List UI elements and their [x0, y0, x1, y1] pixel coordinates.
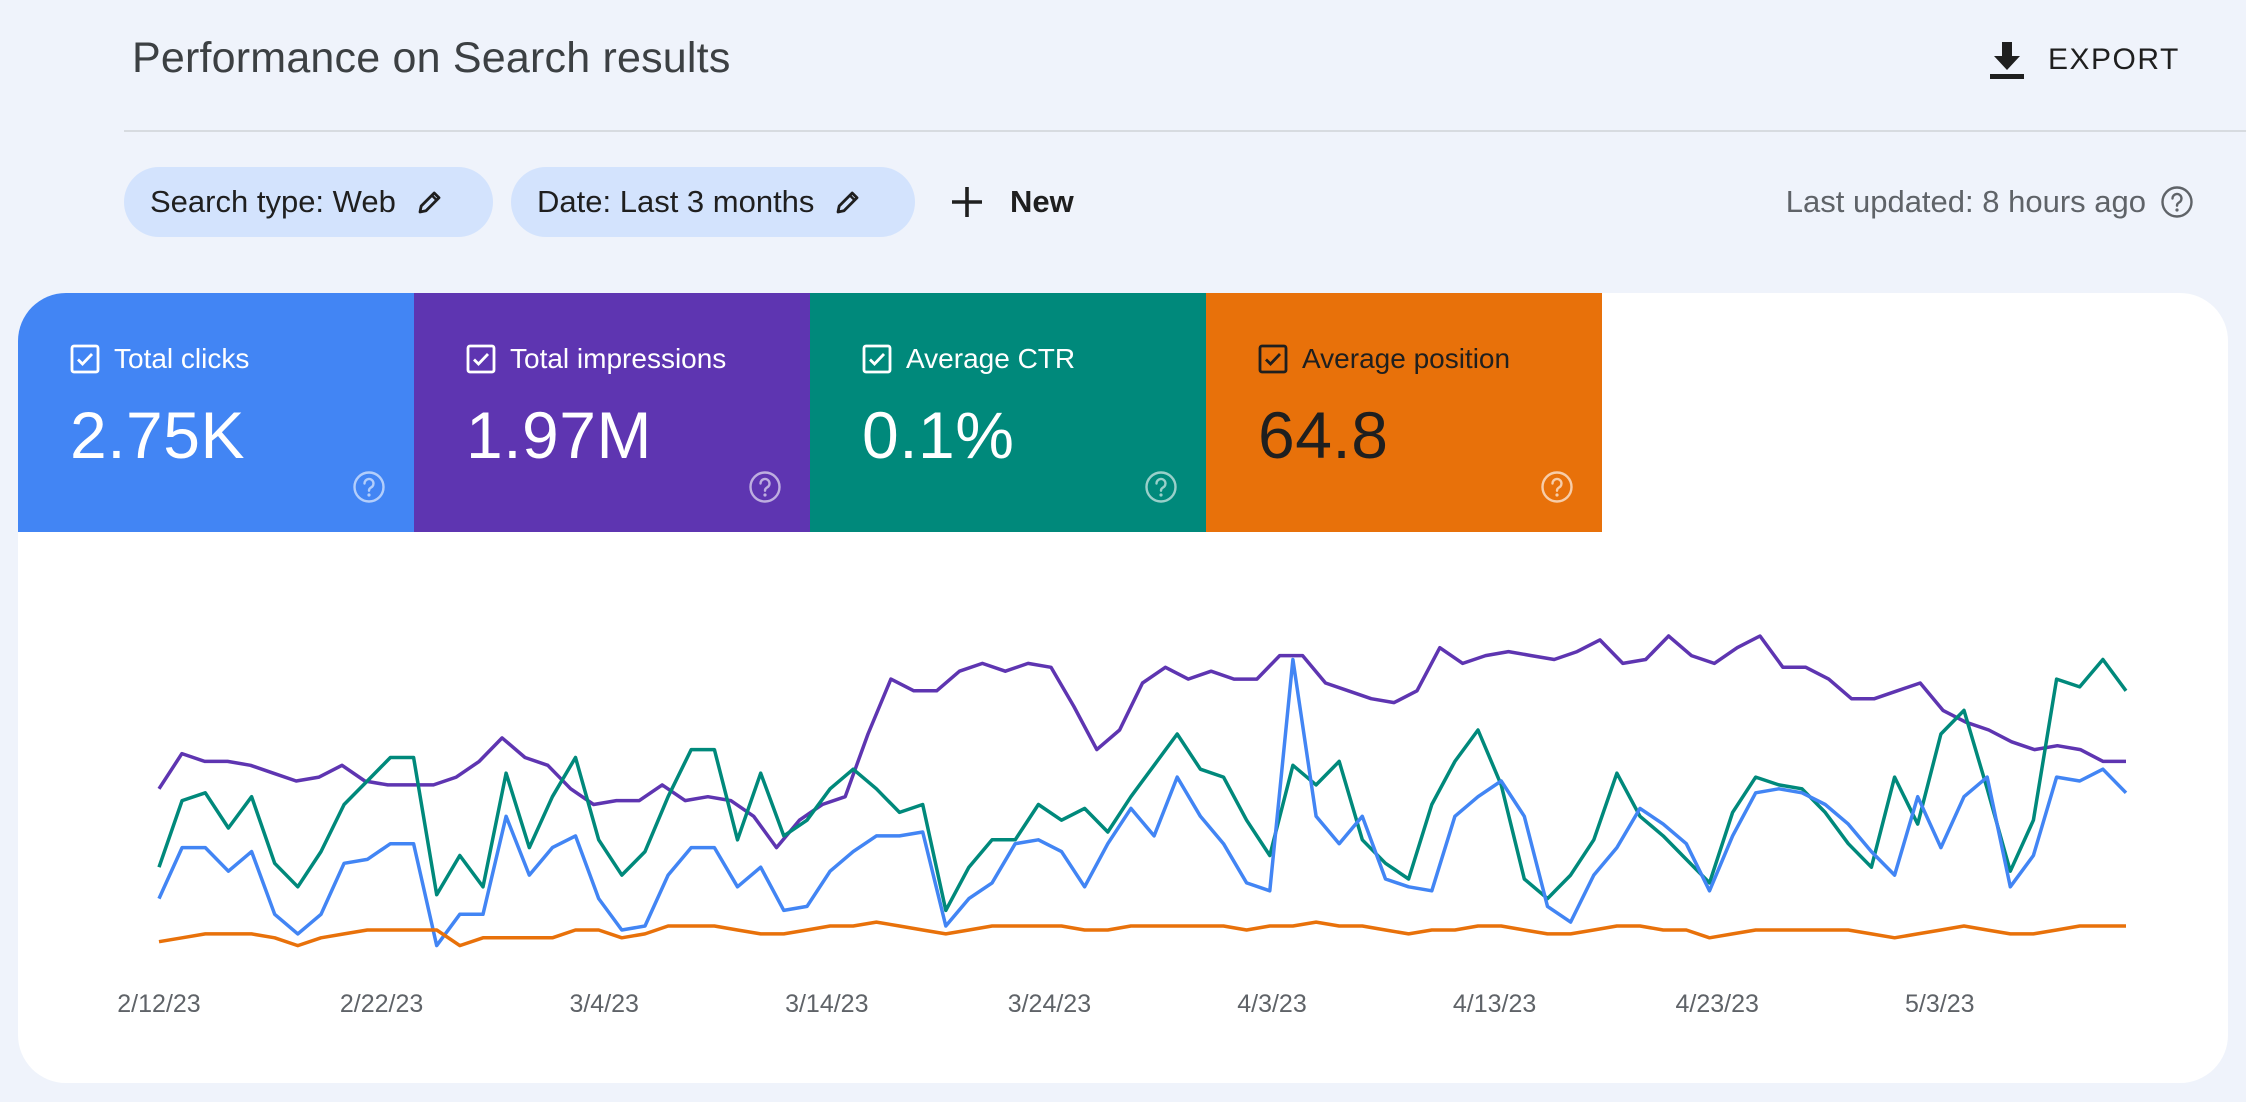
chart-series-group	[157, 634, 2128, 948]
metric-label: Average position	[1302, 343, 1511, 374]
checkbox-checked-icon[interactable]	[862, 344, 892, 374]
x-tick-label: 4/3/23	[1237, 990, 1307, 1018]
checkbox-checked-icon[interactable]	[70, 344, 100, 374]
edit-pencil-icon	[837, 191, 859, 214]
x-tick-label: 3/24/23	[1008, 990, 1091, 1018]
x-tick-label: 4/23/23	[1675, 990, 1758, 1018]
header-divider	[124, 130, 2246, 132]
performance-card: Total clicks 2.75K Total impressions 1.9…	[18, 293, 2228, 1083]
series-line-total-impressions	[157, 634, 2126, 850]
last-updated-text: Last updated: 8 hours ago	[1785, 184, 2146, 219]
metric-value: 1.97M	[466, 398, 652, 472]
metric-label: Total impressions	[510, 343, 727, 374]
new-filter-label: New	[1010, 184, 1074, 219]
metric-value: 64.8	[1258, 398, 1389, 472]
series-line-average-position	[158, 920, 2126, 948]
metric-card-total-clicks[interactable]: Total clicks 2.75K	[18, 293, 414, 532]
page-title: Performance on Search results	[132, 34, 731, 82]
new-filter-button[interactable]: New	[950, 167, 1074, 237]
x-tick-label: 4/13/23	[1453, 990, 1536, 1018]
checkbox-checked-icon[interactable]	[1258, 344, 1288, 374]
metric-card-total-impressions[interactable]: Total impressions 1.97M	[414, 293, 810, 532]
date-filter-chip[interactable]: Date: Last 3 months	[511, 167, 915, 237]
search-type-chip-label: Search type: Web	[150, 184, 396, 219]
metric-value: 2.75K	[70, 398, 245, 472]
date-chip-label: Date: Last 3 months	[537, 184, 815, 219]
help-icon[interactable]	[1540, 470, 1574, 504]
download-icon	[1990, 42, 2024, 79]
export-label: EXPORT	[2048, 43, 2180, 76]
last-updated-status: Last updated: 8 hours ago	[1786, 178, 2194, 226]
export-button[interactable]: EXPORT	[1990, 30, 2180, 90]
x-tick-label: 2/22/23	[340, 990, 423, 1018]
plus-icon	[952, 187, 982, 217]
metric-card-average-position[interactable]: Average position 64.8	[1206, 293, 1602, 532]
series-line-total-clicks	[157, 657, 2128, 948]
performance-line-chart[interactable]: 2/12/23 2/22/23 3/4/23 3/14/23 3/24/23 4/3/23…	[18, 293, 2228, 1083]
series-line-average-ctr	[157, 657, 2128, 913]
x-tick-label: 3/4/23	[569, 990, 639, 1018]
edit-pencil-icon	[418, 191, 441, 214]
x-tick-label: 3/14/23	[785, 990, 868, 1018]
checkbox-checked-icon[interactable]	[466, 344, 496, 374]
x-tick-label: 5/3/23	[1905, 990, 1975, 1018]
metric-label: Total clicks	[114, 343, 250, 374]
metric-card-average-ctr[interactable]: Average CTR 0.1%	[810, 293, 1206, 532]
help-icon[interactable]	[1144, 470, 1178, 504]
search-type-filter-chip[interactable]: Search type: Web	[124, 167, 493, 237]
help-icon[interactable]	[2160, 185, 2194, 219]
help-icon[interactable]	[352, 470, 386, 504]
x-tick-label: 2/12/23	[117, 990, 200, 1018]
chart-x-axis: 2/12/23 2/22/23 3/4/23 3/14/23 3/24/23 4/3/23…	[117, 990, 1974, 1018]
metric-label: Average CTR	[906, 343, 1076, 374]
metric-value: 0.1%	[862, 398, 1015, 472]
help-icon[interactable]	[748, 470, 782, 504]
